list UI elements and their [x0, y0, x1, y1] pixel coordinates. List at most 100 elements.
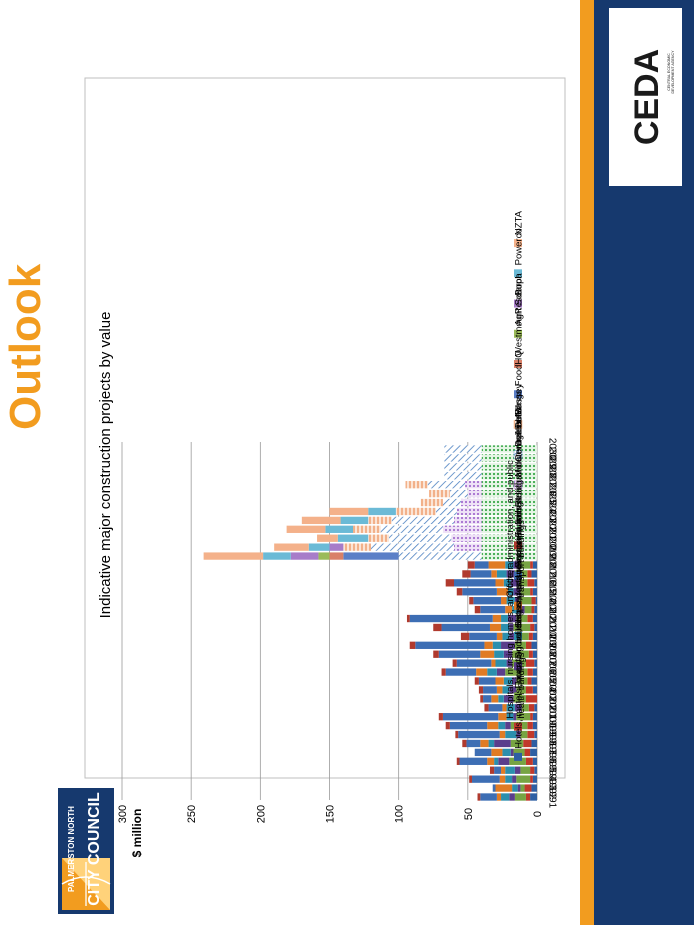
legend-label-1: Hospitals, nursing homes, and otherhealt…: [505, 567, 527, 719]
bar-2018-series-16: [263, 552, 291, 560]
bar-2012-series-7: [474, 605, 481, 614]
bar-2026-series-8: [481, 481, 537, 489]
council-line1: PALMERSTON NORTH: [67, 806, 76, 892]
bar-2016-series-1: [527, 570, 532, 578]
bar-1991-series-6: [480, 793, 497, 801]
bar-2025-series-11: [429, 489, 450, 498]
bar-2004-series-3: [512, 677, 517, 685]
bar-2022-series-16: [340, 516, 369, 525]
legend-swatch-9: [513, 480, 523, 490]
chart-title: Indicative major construction projects b…: [97, 312, 114, 619]
bar-2006-series-5: [491, 659, 496, 667]
bar-1999-series-1: [527, 721, 533, 730]
bar-2023-series-10: [436, 507, 457, 516]
bar-2005-series-4: [487, 668, 497, 676]
council-line2: CITY COUNCIL: [86, 792, 103, 906]
bar-2027-series-10: [444, 472, 482, 480]
bar-2006-series-7: [452, 659, 457, 667]
bar-2022-series-11: [368, 516, 392, 525]
bar-1997-series-4: [488, 739, 495, 748]
bar-2006-series-0: [534, 659, 537, 667]
bar-1992-series-2: [520, 784, 525, 792]
bar-2029-series-8: [481, 454, 537, 462]
legend-swatch-2: [514, 692, 522, 701]
bar-2001-series-3: [514, 704, 522, 712]
ceda-logo: CEDA CENTRAL ECONOMIC DEVELOPMENT AGENCY: [609, 8, 682, 186]
bar-1993-series-6: [471, 775, 500, 783]
bar-1996-series-5: [491, 748, 503, 757]
bar-2021-series-9: [442, 525, 482, 533]
bar-2005-series-3: [496, 668, 506, 676]
bar-2015-series-1: [527, 579, 535, 587]
bar-2012-series-6: [480, 605, 506, 614]
bar-1994-series-4: [505, 766, 515, 774]
legend-label-12: FoodHQ: [514, 350, 525, 386]
x-tick-2023: 2023: [546, 500, 557, 523]
bar-1995-series-2: [509, 757, 526, 765]
bar-2012-series-1: [531, 605, 535, 614]
bar-2015-series-2: [519, 579, 528, 587]
bar-2008-series-0: [531, 641, 537, 649]
bar-2020-series-17: [317, 534, 338, 542]
orange-stripe: [580, 0, 594, 925]
bar-1996-series-6: [474, 748, 492, 757]
bar-2013-series-5: [501, 597, 507, 605]
bar-2004-series-7: [474, 677, 479, 685]
bar-2020-series-9: [451, 534, 482, 542]
bar-2024-series-9: [460, 498, 482, 507]
bar-2015-series-3: [510, 579, 520, 587]
bar-2012-series-2: [524, 605, 532, 614]
bar-1994-series-0: [534, 766, 537, 774]
bar-2028-series-10: [444, 463, 482, 471]
bar-2022-series-9: [454, 516, 482, 525]
bar-2025-series-9: [467, 489, 482, 498]
bars-layer: [203, 445, 537, 801]
bar-1997-series-6: [466, 739, 481, 748]
bar-2017-series-1: [530, 561, 533, 569]
x-tick-2014: 2014: [546, 581, 557, 604]
bar-1994-series-1: [530, 766, 535, 774]
legend-label-11: Massey: [514, 383, 525, 416]
bar-2019-series-9: [454, 543, 482, 551]
bar-2000-series-6: [442, 713, 499, 721]
bar-2022-series-8: [481, 516, 537, 525]
bar-2016-series-5: [491, 570, 497, 578]
bar-2011-series-1: [527, 614, 533, 623]
bar-1997-series-7: [462, 739, 467, 748]
bar-2000-series-7: [438, 713, 443, 721]
bar-2004-series-6: [478, 677, 496, 685]
bar-2030-series-10: [444, 445, 482, 453]
bar-2014-series-5: [496, 588, 508, 596]
bar-2025-series-10: [449, 489, 468, 498]
bar-2014-series-3: [513, 588, 521, 596]
bar-2026-series-11: [405, 481, 428, 489]
x-tick-2008: 2008: [546, 634, 557, 657]
x-tick-2027: 2027: [546, 465, 557, 488]
x-tick-labels: 1991199219931994199519961997199819992000…: [546, 438, 557, 809]
legend-label-7: Farm buildings: [514, 475, 525, 538]
bar-1995-series-6: [459, 757, 488, 765]
bar-1999-series-4: [498, 721, 506, 730]
bar-1998-series-1: [527, 730, 535, 739]
x-tick-1991: 1991: [546, 786, 557, 809]
bar-2002-series-1: [525, 695, 537, 703]
x-tick-2002: 2002: [546, 688, 557, 711]
x-tick-2001: 2001: [546, 697, 557, 720]
bar-2004-series-1: [527, 677, 532, 685]
bar-2013-series-0: [535, 597, 537, 605]
x-tick-2000: 2000: [546, 706, 557, 729]
bar-2019-series-8: [481, 543, 537, 551]
bar-1998-series-4: [505, 730, 517, 739]
legend-label-14: AgResearch: [514, 273, 525, 325]
bar-2018-series-12: [343, 552, 399, 560]
bar-2017-series-5: [488, 561, 506, 569]
bar-2004-series-4: [503, 677, 513, 685]
x-tick-2018: 2018: [546, 545, 557, 568]
bar-2016-series-7: [462, 570, 471, 578]
bar-2024-series-8: [481, 498, 537, 507]
bar-1997-series-3: [494, 739, 511, 748]
x-tick-2015: 2015: [546, 572, 557, 595]
y-tick-150: 150: [325, 805, 337, 823]
bar-1992-series-5: [495, 784, 513, 792]
bar-2014-series-0: [532, 588, 537, 596]
